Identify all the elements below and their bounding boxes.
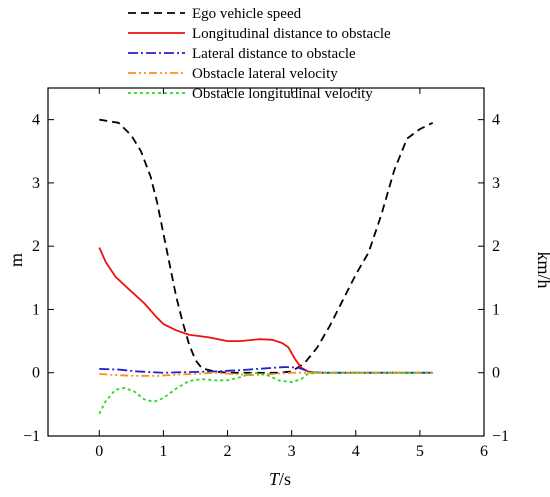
x-tick-label: 4 [352, 443, 360, 460]
axes: 0 1 2 3 4 5 6−1 −10 01 12 23 34 4 [23, 87, 509, 460]
x-tick-label: 2 [224, 443, 232, 460]
y-axis-left-title: m [6, 253, 26, 267]
y-right-tick-label: −1 [492, 428, 509, 445]
x-axis-title-variable: T [269, 469, 281, 489]
y-right-tick-label: 0 [492, 365, 500, 382]
y-left-tick-label: −1 [23, 428, 40, 445]
y-right-tick-label: 4 [492, 112, 500, 129]
x-axis-title: T/s [269, 469, 291, 489]
y-left-tick-label: 0 [32, 365, 40, 382]
x-tick-label: 1 [159, 443, 167, 460]
legend-label-2: Longitudinal distance to obstacle [192, 26, 391, 42]
y-left-tick-label: 1 [32, 301, 40, 318]
y-right-tick-label: 3 [492, 175, 500, 192]
legend-label-3: Lateral distance to obstacle [192, 46, 356, 62]
y-left-tick-label: 4 [32, 112, 40, 129]
y-axis-right-title: km/h [534, 251, 550, 288]
series-line-4 [99, 371, 433, 377]
y-left-tick-label: 2 [32, 238, 40, 255]
series-line-2 [98, 247, 433, 374]
series-line-3 [99, 366, 433, 374]
x-tick-label: 3 [288, 443, 296, 460]
y-left-tick-label: 3 [32, 175, 40, 192]
x-axis-title-unit: /s [279, 469, 291, 489]
x-tick-label: 6 [480, 443, 488, 460]
x-tick-label: 5 [416, 443, 424, 460]
plot-frame [47, 87, 485, 437]
legend: Ego vehicle speed Longitudinal distance t… [128, 6, 391, 102]
series-lines [98, 118, 434, 415]
series-line-1 [99, 118, 434, 374]
legend-label-1: Ego vehicle speed [192, 6, 302, 22]
x-tick-label: 0 [95, 443, 103, 460]
legend-label-4: Obstacle lateral velocity [192, 66, 338, 82]
y-right-tick-label: 2 [492, 238, 500, 255]
series-line-5 [98, 371, 433, 415]
legend-label-5: Obstacle longitudinal velocity [192, 86, 373, 102]
y-right-tick-label: 1 [492, 301, 500, 318]
